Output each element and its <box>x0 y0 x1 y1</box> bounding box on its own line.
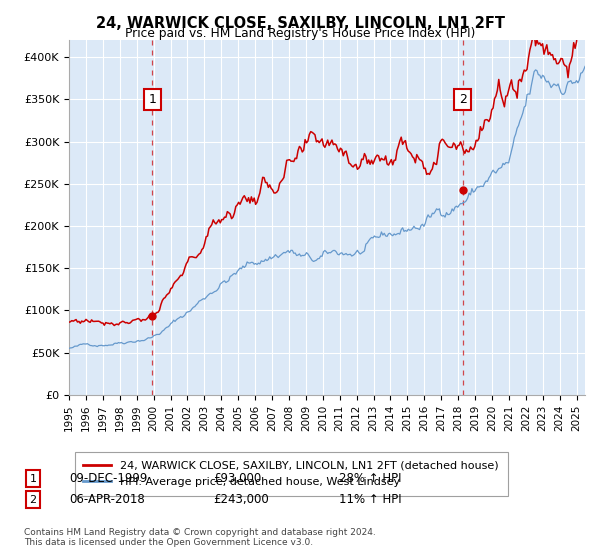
Text: Contains HM Land Registry data © Crown copyright and database right 2024.
This d: Contains HM Land Registry data © Crown c… <box>24 528 376 547</box>
Text: £93,000: £93,000 <box>213 472 261 486</box>
Text: 2: 2 <box>459 93 467 106</box>
Text: Price paid vs. HM Land Registry's House Price Index (HPI): Price paid vs. HM Land Registry's House … <box>125 27 475 40</box>
Text: 09-DEC-1999: 09-DEC-1999 <box>69 472 148 486</box>
Text: £243,000: £243,000 <box>213 493 269 506</box>
Text: 1: 1 <box>148 93 156 106</box>
Text: 2: 2 <box>29 494 37 505</box>
Legend: 24, WARWICK CLOSE, SAXILBY, LINCOLN, LN1 2FT (detached house), HPI: Average pric: 24, WARWICK CLOSE, SAXILBY, LINCOLN, LN1… <box>74 452 508 496</box>
Text: 06-APR-2018: 06-APR-2018 <box>69 493 145 506</box>
Text: 28% ↑ HPI: 28% ↑ HPI <box>339 472 401 486</box>
Text: 1: 1 <box>29 474 37 484</box>
Text: 24, WARWICK CLOSE, SAXILBY, LINCOLN, LN1 2FT: 24, WARWICK CLOSE, SAXILBY, LINCOLN, LN1… <box>95 16 505 31</box>
Text: 11% ↑ HPI: 11% ↑ HPI <box>339 493 401 506</box>
